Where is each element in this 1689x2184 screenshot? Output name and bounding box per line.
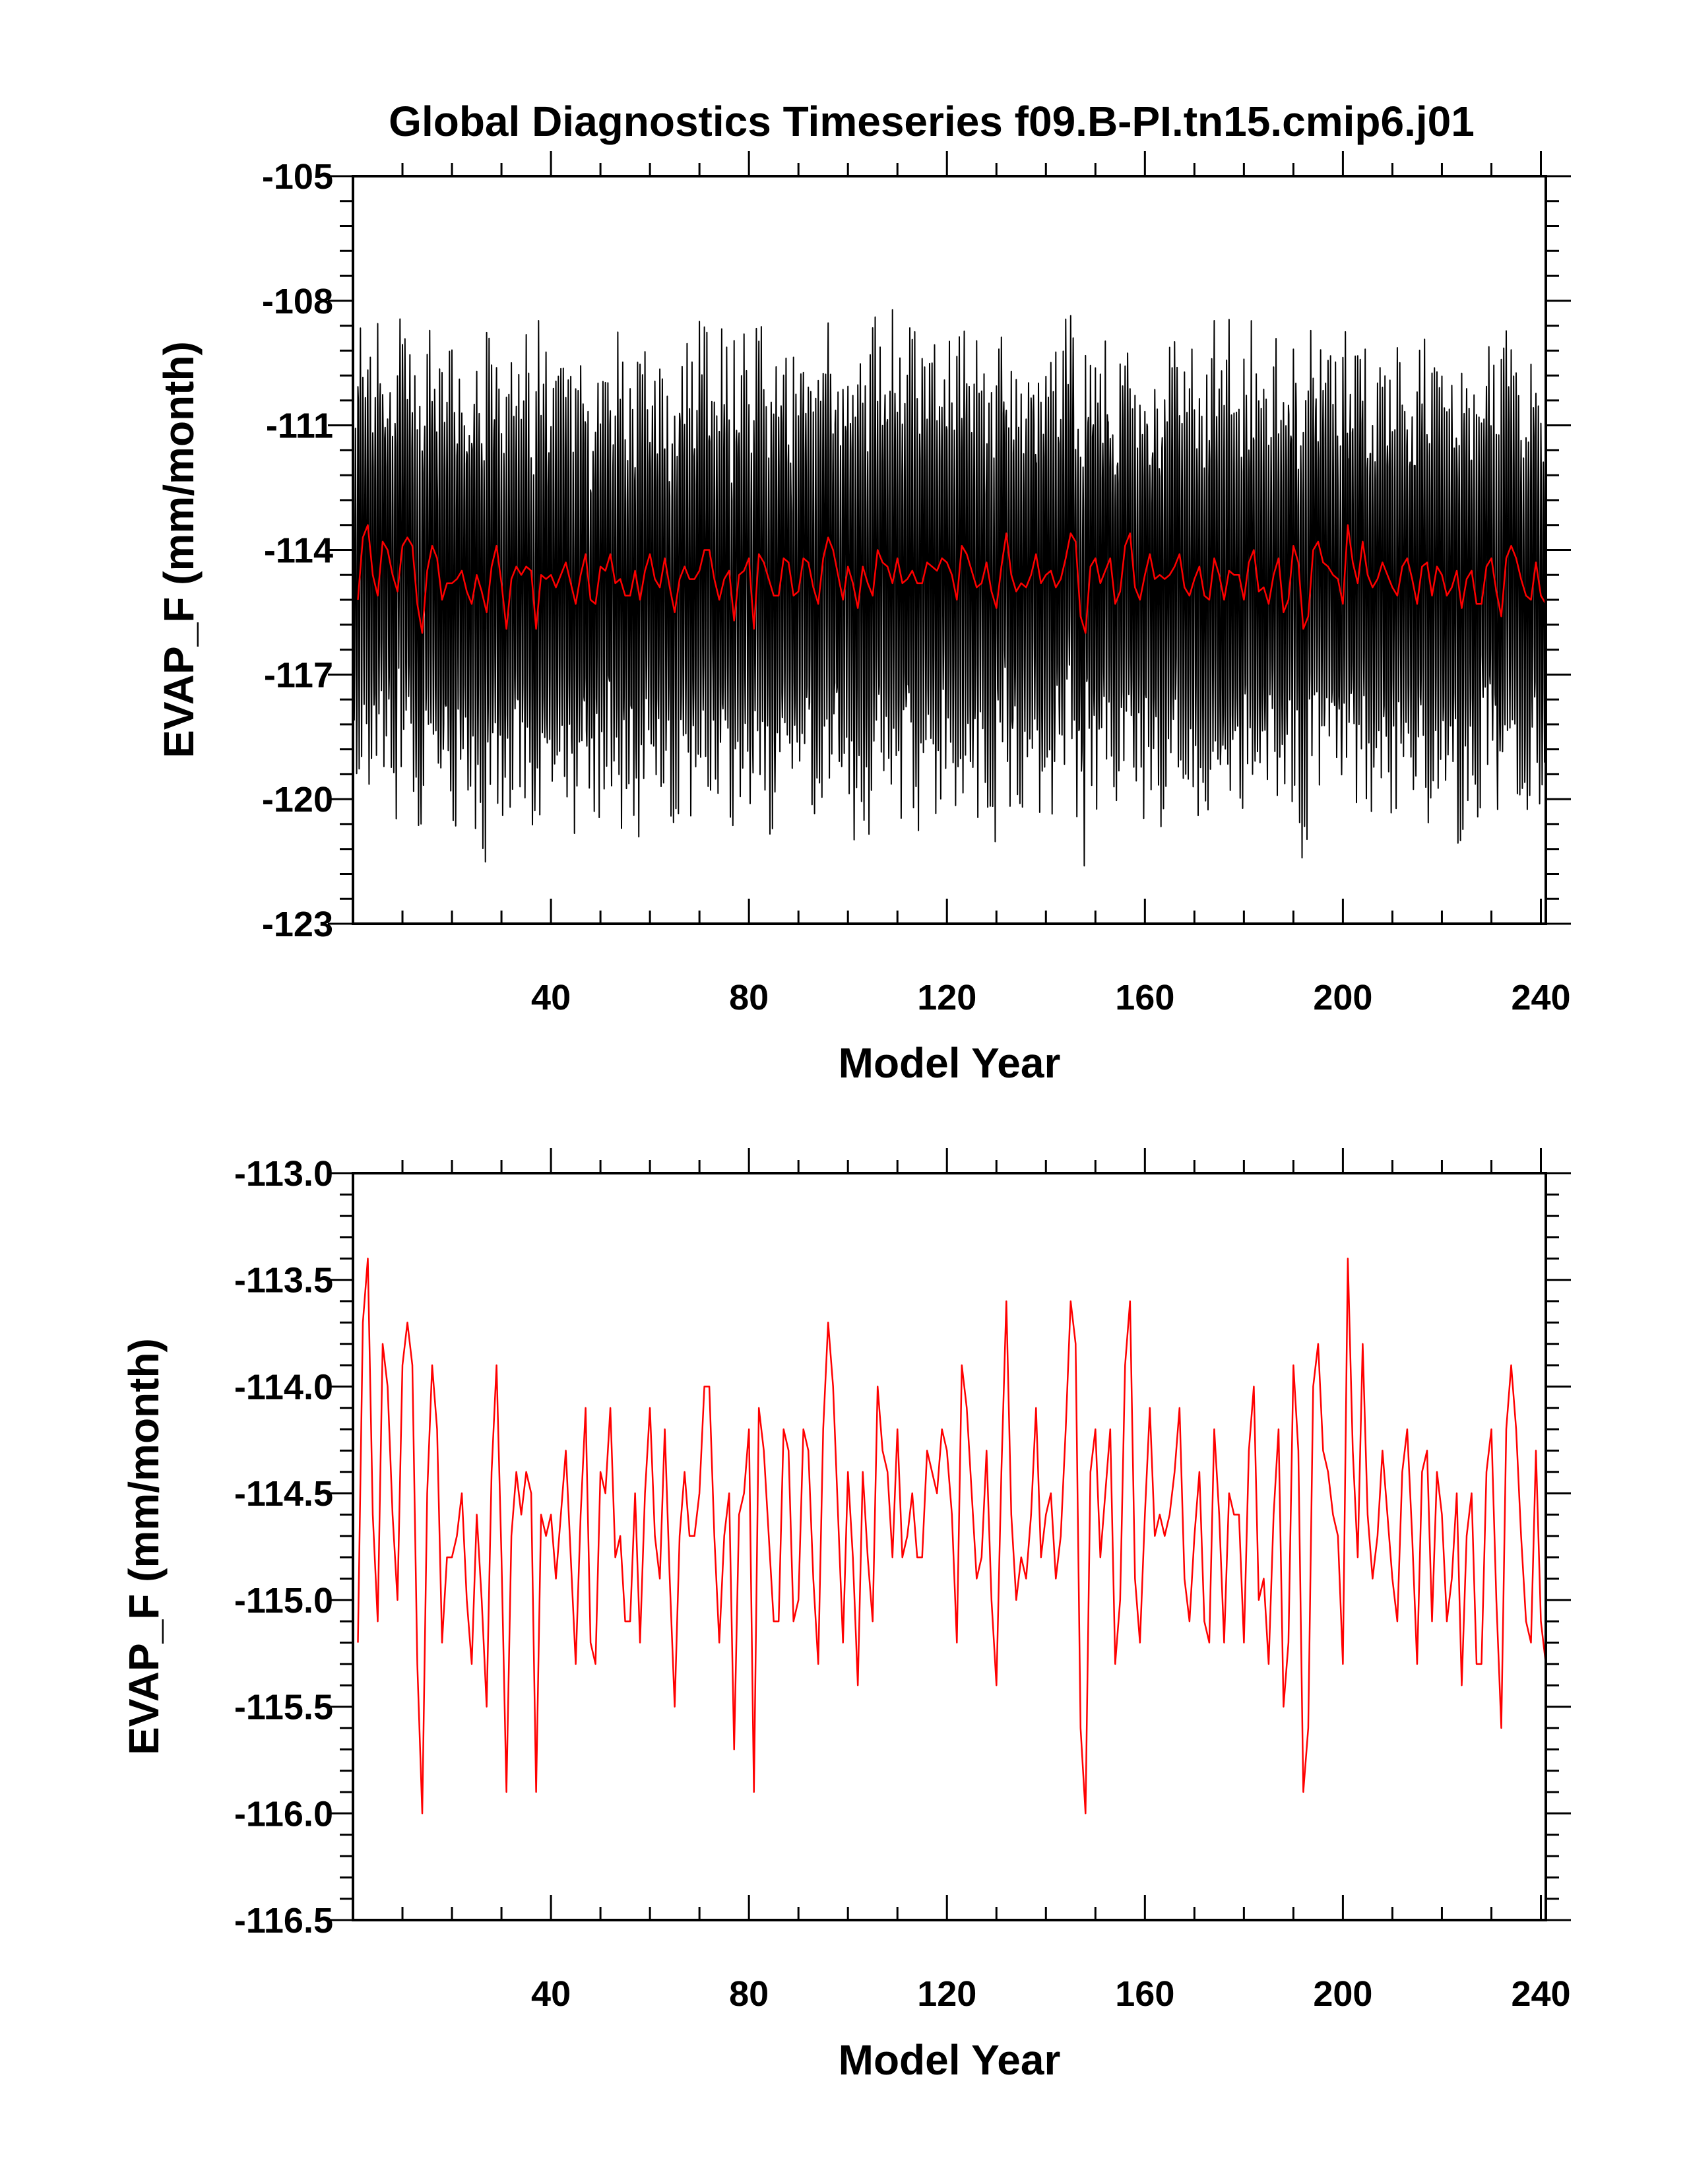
x-tick-label: 80: [729, 1974, 769, 2014]
x-tick-label: 240: [1511, 978, 1570, 1017]
top-plot-lines: [353, 309, 1546, 867]
top-x-axis-label: Model Year: [839, 1039, 1061, 1087]
monthly-series-line: [353, 309, 1546, 867]
x-tick-label: 120: [917, 1974, 976, 2014]
annual-mean-series-line: [357, 1258, 1546, 1815]
bottom-axis-ticks: [328, 1148, 1571, 1921]
annual-mean-series-line: [357, 524, 1546, 634]
y-tick-label: -113.0: [234, 1154, 333, 1194]
y-tick-label: -123: [262, 905, 333, 944]
y-tick-label: -115.5: [234, 1688, 333, 1727]
y-tick-label: -105: [262, 157, 333, 197]
figure-title: Global Diagnostics Timeseries f09.B-PI.t…: [389, 98, 1475, 145]
top-panel: 40 80 120 160 200 240 -105 -108 -111 -114 -117 -120…: [155, 151, 1571, 1087]
bottom-y-axis-label: EVAP_F (mm/month): [120, 1338, 168, 1755]
y-tick-label: -114.5: [234, 1474, 333, 1514]
y-tick-label: -117: [264, 655, 333, 695]
bottom-plot-frame: [352, 1172, 1547, 1921]
y-tick-label: -108: [262, 282, 333, 321]
y-tick-label: -114.0: [234, 1367, 333, 1407]
top-axis-ticks: [328, 151, 1571, 925]
x-tick-label: 240: [1511, 1974, 1570, 2014]
bottom-x-axis-label: Model Year: [839, 2036, 1061, 2084]
top-tick-labels: 40 80 120 160 200 240 -105 -108 -111 -114 -117 -120…: [262, 157, 1571, 1017]
y-tick-label: -116.0: [234, 1794, 333, 1834]
x-tick-label: 40: [531, 1974, 571, 2014]
x-tick-label: 160: [1115, 1974, 1174, 2014]
y-tick-label: -120: [262, 780, 333, 819]
y-tick-label: -111: [266, 406, 333, 446]
x-tick-label: 160: [1115, 978, 1174, 1017]
bottom-panel: 40 80 120 160 200 240 -113.0 -113.5 -114.0 -114.5…: [120, 1148, 1571, 2084]
y-tick-label: -115.0: [234, 1581, 333, 1621]
x-tick-label: 200: [1313, 978, 1372, 1017]
x-tick-label: 80: [729, 978, 769, 1017]
x-tick-label: 120: [917, 978, 976, 1017]
y-tick-label: -113.5: [234, 1261, 333, 1301]
bottom-tick-labels: 40 80 120 160 200 240 -113.0 -113.5 -114.0 -114.5…: [234, 1154, 1571, 2014]
bottom-plot-lines: [357, 1258, 1546, 1815]
y-tick-label: -114: [264, 531, 333, 571]
y-tick-label: -116.5: [234, 1901, 333, 1941]
x-tick-label: 40: [531, 978, 571, 1017]
top-y-axis-label: EVAP_F (mm/month): [155, 341, 203, 758]
x-tick-label: 200: [1313, 1974, 1372, 2014]
